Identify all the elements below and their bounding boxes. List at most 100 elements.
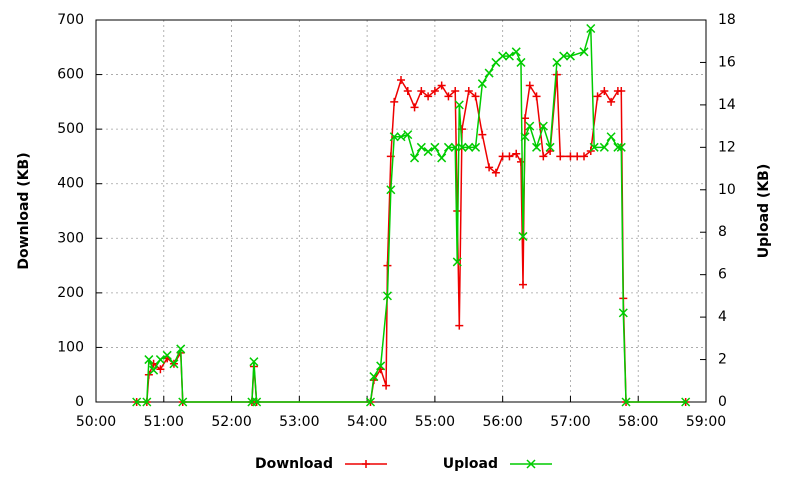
legend-marker xyxy=(362,460,370,468)
x-tick-label: 56:00 xyxy=(482,414,522,430)
point xyxy=(593,92,602,101)
point xyxy=(424,92,433,101)
x-tick-label: 58:00 xyxy=(618,414,658,430)
point xyxy=(365,397,376,407)
point xyxy=(516,157,525,166)
y-tick-label: 100 xyxy=(57,339,84,355)
point xyxy=(396,132,406,142)
point xyxy=(390,97,399,106)
point xyxy=(606,132,616,142)
point xyxy=(450,142,460,152)
point xyxy=(386,185,396,195)
x-tick-label: 57:00 xyxy=(550,414,590,430)
point xyxy=(516,57,526,67)
plot-frame xyxy=(95,19,707,403)
point xyxy=(498,51,508,61)
point xyxy=(389,132,399,142)
point xyxy=(162,350,172,360)
point xyxy=(155,355,165,365)
point xyxy=(538,121,548,131)
point xyxy=(525,81,534,90)
point xyxy=(423,147,433,157)
point xyxy=(586,23,596,34)
point xyxy=(397,76,405,85)
point xyxy=(410,153,420,163)
point xyxy=(178,397,188,407)
point xyxy=(616,142,626,152)
point xyxy=(599,142,609,152)
legend-marker xyxy=(526,459,536,469)
y2-axis-label: Upload (KB) xyxy=(756,164,772,258)
point xyxy=(504,51,514,61)
point xyxy=(552,70,561,79)
point xyxy=(579,47,589,57)
point xyxy=(511,47,521,57)
point xyxy=(369,372,379,382)
point xyxy=(149,365,159,375)
point xyxy=(607,97,616,106)
point xyxy=(519,280,527,289)
point xyxy=(383,261,392,270)
legend-label: Upload xyxy=(443,456,498,472)
y-tick-label: 700 xyxy=(57,12,84,28)
point xyxy=(498,152,507,161)
point xyxy=(464,86,473,95)
point xyxy=(430,86,439,95)
x-tick-label: 51:00 xyxy=(144,414,184,430)
y-tick-label: 400 xyxy=(57,176,84,192)
point xyxy=(464,142,474,152)
point xyxy=(559,51,569,61)
y-tick-label: 300 xyxy=(57,230,84,246)
point xyxy=(505,152,514,161)
point xyxy=(613,142,623,152)
point xyxy=(566,152,575,161)
point xyxy=(430,142,440,152)
point xyxy=(455,321,464,330)
point xyxy=(539,152,548,161)
point xyxy=(580,152,588,161)
point xyxy=(484,68,494,78)
point xyxy=(252,397,262,407)
y-tick-label: 0 xyxy=(75,394,84,410)
point xyxy=(416,142,426,152)
y2-tick-label: 12 xyxy=(718,139,736,155)
point xyxy=(617,86,626,95)
y-axis-label: Download (KB) xyxy=(16,152,32,269)
point xyxy=(532,142,542,152)
point xyxy=(518,231,528,241)
point xyxy=(382,291,392,301)
point xyxy=(457,142,467,152)
point xyxy=(410,103,419,112)
x-tick-label: 59:00 xyxy=(686,414,726,430)
x-tick-label: 55:00 xyxy=(415,414,455,430)
point xyxy=(471,142,481,152)
point xyxy=(618,308,628,318)
point xyxy=(451,86,460,95)
y2-tick-label: 0 xyxy=(718,394,727,410)
point xyxy=(545,142,555,152)
point xyxy=(525,121,535,131)
y-tick-label: 600 xyxy=(57,67,84,83)
y2-tick-label: 14 xyxy=(718,97,736,113)
point xyxy=(452,257,462,267)
point xyxy=(403,130,413,140)
y2-tick-label: 18 xyxy=(718,12,736,28)
point xyxy=(144,355,154,365)
y2-tick-label: 4 xyxy=(718,309,727,325)
point xyxy=(454,100,464,110)
point xyxy=(437,153,447,163)
series-line xyxy=(136,28,686,403)
point xyxy=(403,86,412,95)
y2-tick-label: 8 xyxy=(718,224,727,240)
point xyxy=(444,92,453,101)
point xyxy=(477,79,487,89)
point xyxy=(169,359,179,369)
point xyxy=(485,163,494,172)
point xyxy=(176,344,186,354)
x-tick-label: 50:00 xyxy=(76,414,116,430)
x-tick-label: 52:00 xyxy=(211,414,251,430)
y-tick-label: 200 xyxy=(57,285,84,301)
point xyxy=(573,152,582,161)
point xyxy=(142,397,152,407)
